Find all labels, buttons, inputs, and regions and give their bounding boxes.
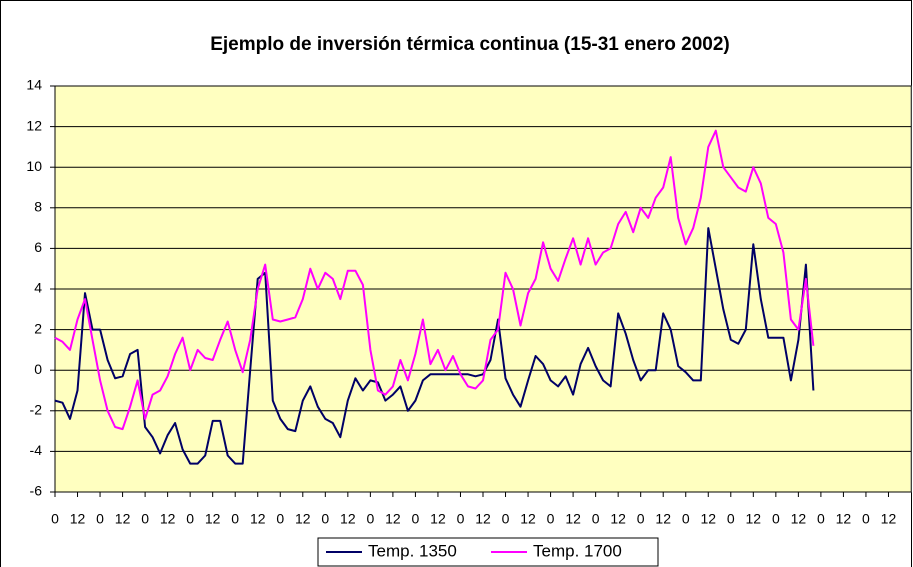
- x-tick-label: 12: [160, 511, 176, 527]
- series-line: [54, 227, 815, 465]
- x-tick-label: 0: [682, 511, 690, 527]
- x-tick-label: 0: [231, 511, 239, 527]
- x-tick-label: 0: [547, 511, 555, 527]
- x-tick-label: 12: [250, 511, 266, 527]
- x-tick-label: 0: [276, 511, 284, 527]
- y-tick-label: -4: [30, 442, 43, 458]
- x-tick-label: 12: [520, 511, 536, 527]
- x-tick-label: 12: [430, 511, 446, 527]
- y-tick-label: 0: [34, 361, 42, 377]
- x-tick-label: 12: [746, 511, 762, 527]
- chart-title: Ejemplo de inversión térmica continua (1…: [210, 34, 730, 55]
- x-tick-label: 0: [862, 511, 870, 527]
- x-tick-label: 12: [205, 511, 221, 527]
- y-tick-label: -2: [30, 402, 43, 418]
- x-tick-label: 12: [836, 511, 852, 527]
- x-tick-label: 0: [366, 511, 374, 527]
- x-tick-label: 0: [141, 511, 149, 527]
- x-tick-label: 0: [727, 511, 735, 527]
- x-tick-label: 0: [637, 511, 645, 527]
- x-tick-label: 12: [610, 511, 626, 527]
- x-tick-label: 0: [412, 511, 420, 527]
- x-tick-label: 12: [791, 511, 807, 527]
- legend-label: Temp. 1700: [533, 541, 622, 560]
- y-tick-label: 2: [34, 320, 42, 336]
- x-tick-label: 0: [817, 511, 825, 527]
- x-tick-label: 12: [475, 511, 491, 527]
- x-tick-label: 0: [321, 511, 329, 527]
- x-tick-label: 12: [655, 511, 671, 527]
- x-tick-label: 0: [502, 511, 510, 527]
- x-tick-label: 12: [700, 511, 716, 527]
- x-tick-label: 12: [115, 511, 131, 527]
- x-tick-label: 0: [186, 511, 194, 527]
- y-tick-label: 10: [26, 158, 42, 174]
- x-tick-label: 0: [772, 511, 780, 527]
- x-tick-label: 0: [592, 511, 600, 527]
- legend-box: [317, 537, 659, 567]
- x-tick-label: 12: [70, 511, 86, 527]
- x-tick-label: 12: [881, 511, 897, 527]
- x-tick-label: 12: [340, 511, 356, 527]
- series-line: [54, 129, 815, 431]
- y-tick-label: 8: [34, 199, 42, 215]
- y-tick-label: 14: [26, 77, 42, 93]
- x-tick-label: 12: [385, 511, 401, 527]
- y-tick-label: 4: [34, 280, 42, 296]
- x-tick-label: 0: [96, 511, 104, 527]
- x-tick-label: 12: [295, 511, 311, 527]
- legend-label: Temp. 1350: [368, 541, 457, 560]
- x-tick-label: 0: [51, 511, 59, 527]
- y-tick-label: 6: [34, 239, 42, 255]
- x-tick-label: 0: [457, 511, 465, 527]
- x-tick-label: 12: [565, 511, 581, 527]
- y-tick-label: 12: [26, 117, 42, 133]
- y-tick-label: -6: [30, 483, 43, 499]
